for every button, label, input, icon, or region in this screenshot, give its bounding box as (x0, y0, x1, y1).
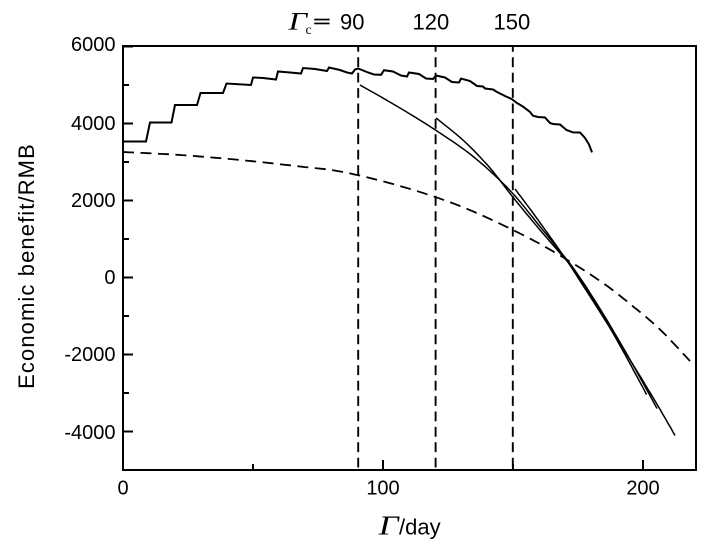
svg-text:/day: /day (399, 515, 441, 540)
svg-text:Γ: Γ (378, 511, 401, 541)
svg-text:Economic benefit/RMB: Economic benefit/RMB (14, 143, 39, 389)
svg-text:0: 0 (104, 267, 115, 289)
svg-text:-2000: -2000 (64, 344, 115, 366)
svg-text:6000: 6000 (71, 34, 116, 56)
svg-text:c: c (306, 23, 312, 38)
svg-text:2000: 2000 (71, 190, 116, 212)
svg-text:4000: 4000 (71, 113, 116, 135)
svg-text:90: 90 (340, 10, 364, 35)
svg-text:120: 120 (413, 10, 450, 35)
svg-text:150: 150 (494, 10, 531, 35)
svg-text:0: 0 (117, 478, 128, 500)
svg-text:200: 200 (626, 478, 659, 500)
svg-text:Γ: Γ (287, 6, 309, 35)
svg-text:100: 100 (366, 478, 399, 500)
svg-text:-4000: -4000 (64, 422, 115, 444)
